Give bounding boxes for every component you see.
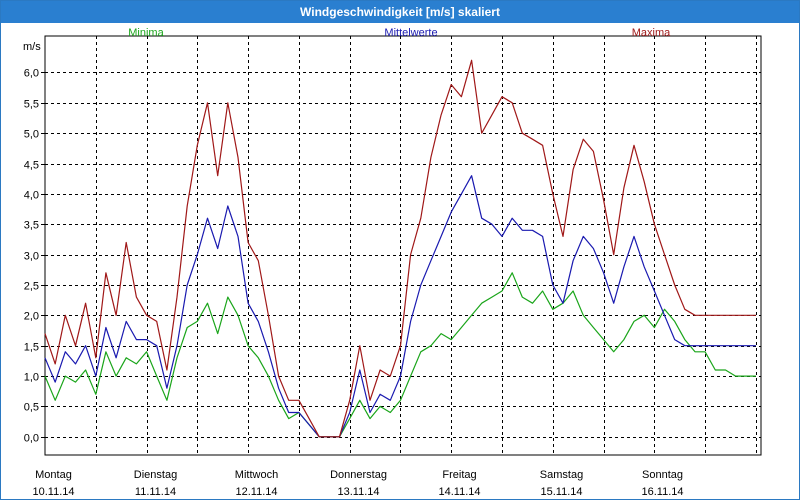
series-line (44, 59, 756, 438)
y-tick-label: 4,0 (24, 190, 39, 202)
y-tick-label: 4,5 (24, 160, 39, 172)
x-tick-day: Dienstag (134, 469, 177, 481)
y-tick-label: 3,5 (24, 220, 39, 232)
x-tick-date: 13.11.14 (337, 486, 379, 498)
series-group (44, 59, 756, 438)
x-axis: Montag 10.11.14 Dienstag 11.11.14 Mittwoch 12… (32, 469, 683, 498)
legend-item: Maxima (632, 27, 671, 39)
y-tick-label: 2,0 (24, 311, 39, 323)
x-tick-date: 12.11.14 (235, 486, 277, 498)
x-tick-date: 16.11.14 (641, 486, 683, 498)
series-line (44, 175, 756, 438)
legend-item: Mittelwerte (384, 27, 437, 39)
window-title: Windgeschwindigkeit [m/s] skaliert (1, 1, 799, 23)
x-tick-day: Sonntag (642, 469, 683, 481)
x-tick-date: 14.11.14 (438, 486, 480, 498)
y-axis: m/s 0,0 0,5 1,0 1,5 2,0 2,5 3,0 3,5 4,0 4,5 5,0 5,5… (23, 41, 45, 445)
x-tick-date: 10.11.14 (32, 486, 74, 498)
grid-lines (45, 36, 761, 455)
x-tick-day: Samstag (540, 469, 583, 481)
x-tick-day: Montag (35, 469, 72, 481)
y-tick-label: 0,0 (24, 433, 39, 445)
legend: Minima Mittelwerte Maxima (128, 27, 671, 39)
x-tick-date: 11.11.14 (135, 486, 176, 498)
y-tick-label: 1,5 (24, 342, 39, 354)
x-tick-day: Donnerstag (330, 469, 387, 481)
y-tick-label: 2,5 (24, 281, 39, 293)
chart-area: m/s 0,0 0,5 1,0 1,5 2,0 2,5 3,0 3,5 4,0 4,5 5,0 5,5… (23, 27, 762, 498)
plot-frame (44, 35, 762, 456)
y-tick-label: 1,0 (24, 372, 39, 384)
y-axis-unit: m/s (23, 41, 41, 53)
y-tick-label: 6,0 (24, 68, 39, 80)
x-tick-date: 15.11.14 (540, 486, 582, 498)
y-tick-label: 0,5 (24, 402, 39, 414)
x-tick-day: Mittwoch (235, 469, 278, 481)
y-tick-label: 5,5 (24, 99, 39, 111)
series-line (44, 272, 756, 438)
x-tick-day: Freitag (442, 469, 476, 481)
y-tick-label: 5,0 (24, 129, 39, 141)
y-tick-label: 3,0 (24, 251, 39, 263)
legend-item: Minima (128, 27, 164, 39)
